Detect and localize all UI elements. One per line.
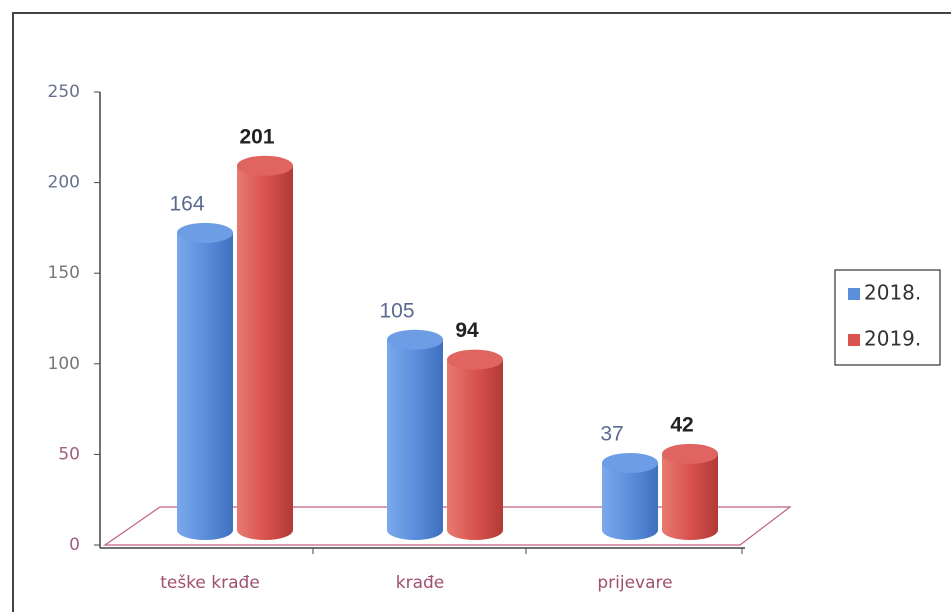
y-tick-label: 100 (48, 354, 80, 374)
y-tick-label: 50 (58, 444, 80, 464)
bar (447, 359, 503, 540)
legend-swatch (848, 288, 860, 300)
data-label: 201 (239, 125, 274, 148)
legend-swatch (848, 334, 860, 346)
data-label: 105 (379, 299, 414, 322)
x-tick-label: krađe (396, 573, 445, 593)
bar-top (602, 452, 658, 473)
bar (387, 339, 443, 540)
bar-top (237, 155, 293, 176)
bar (602, 462, 658, 540)
data-label: 37 (600, 423, 623, 446)
y-tick-label: 0 (69, 535, 80, 555)
legend-label: 2019. (864, 327, 921, 351)
data-label: 164 (169, 192, 204, 215)
x-tick-label: teške krađe (160, 573, 260, 593)
y-tick-label: 200 (48, 173, 80, 193)
bar (662, 453, 718, 540)
frame (12, 12, 951, 612)
data-label: 42 (670, 413, 693, 436)
legend-label: 2018. (864, 281, 921, 305)
y-tick-label: 150 (48, 263, 80, 283)
bar (177, 232, 233, 540)
floor (103, 506, 792, 546)
legend (834, 269, 941, 366)
bar-top (177, 222, 233, 243)
bar (237, 165, 293, 540)
bar-top (662, 443, 718, 464)
y-tick-label: 250 (48, 82, 80, 102)
x-tick-label: prijevare (597, 573, 672, 593)
bar-top (447, 349, 503, 370)
bar-top (387, 329, 443, 350)
data-label: 94 (455, 319, 479, 342)
